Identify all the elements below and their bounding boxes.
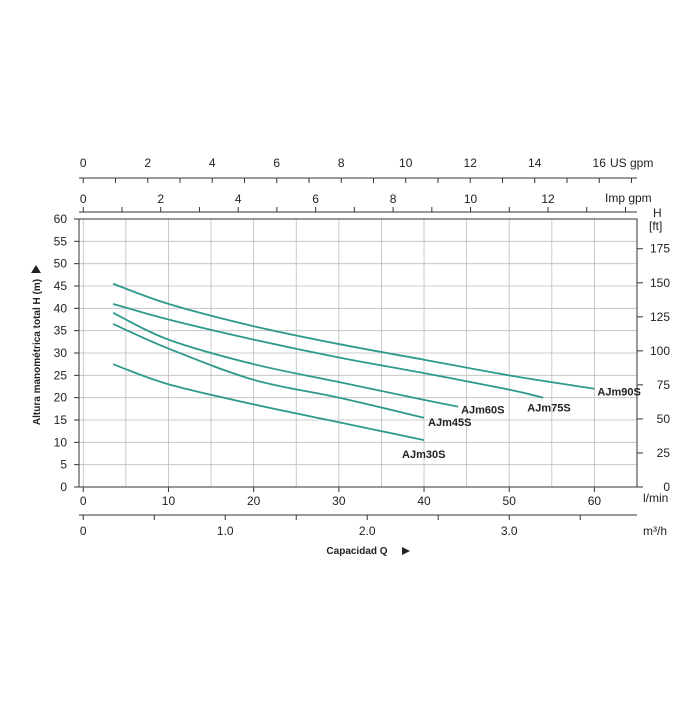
y-tick-label: 60	[54, 212, 68, 226]
series-layer	[112, 282, 595, 441]
ft-tick-label: 175	[650, 242, 670, 256]
axes-layer	[31, 177, 643, 555]
x-axis-unit-lmin: l/min	[643, 491, 668, 505]
ft-tick-label: 150	[650, 276, 670, 290]
us-gpm-tick-label: 0	[80, 156, 87, 170]
y-tick-label: 15	[54, 413, 68, 427]
y-tick-label: 50	[54, 257, 68, 271]
series-label-ajm60s: AJm60S	[461, 405, 504, 417]
imp-gpm-tick-label: 6	[312, 192, 319, 206]
imp-gpm-tick-label: 0	[80, 192, 87, 206]
x-tick-label: 50	[503, 494, 517, 508]
x-tick-label: 10	[162, 494, 176, 508]
x-axis-unit-imp-gpm: Imp gpm	[605, 191, 652, 205]
series-label-ajm90s: AJm90S	[597, 387, 640, 399]
y-tick-label: 20	[54, 391, 68, 405]
series-label-ajm75s: AJm75S	[527, 403, 570, 415]
ft-tick-label: 100	[650, 344, 670, 358]
us-gpm-tick-label: 2	[144, 156, 151, 170]
m3h-tick-label: 1.0	[217, 524, 234, 538]
x-tick-label: 60	[588, 494, 602, 508]
y-tick-label: 55	[54, 234, 68, 248]
text-layer: Altura manométrica total H (m) Capacidad…	[32, 156, 670, 557]
right-axis-unit-h: H	[653, 206, 662, 220]
y-tick-label: 25	[54, 368, 68, 382]
y-tick-label: 5	[60, 458, 67, 472]
y-axis-title: Altura manométrica total H (m)	[32, 279, 43, 425]
x-axis-title: Capacidad Q	[326, 546, 387, 557]
ft-tick-label: 25	[657, 446, 671, 460]
series-line-ajm75s	[112, 303, 544, 399]
m3h-tick-label: 0	[80, 524, 87, 538]
y-tick-label: 40	[54, 301, 68, 315]
imp-gpm-tick-label: 2	[157, 192, 164, 206]
us-gpm-tick-label: 12	[464, 156, 478, 170]
us-gpm-tick-label: 14	[528, 156, 542, 170]
imp-gpm-tick-label: 4	[235, 192, 242, 206]
ft-tick-label: 125	[650, 310, 670, 324]
m3h-tick-label: 2.0	[359, 524, 376, 538]
us-gpm-tick-label: 6	[273, 156, 280, 170]
series-line-ajm30s	[112, 363, 425, 441]
imp-gpm-tick-label: 10	[464, 192, 478, 206]
y-tick-label: 30	[54, 346, 68, 360]
x-title-arrow-icon	[402, 547, 410, 555]
imp-gpm-tick-label: 12	[541, 192, 555, 206]
us-gpm-tick-label: 8	[338, 156, 345, 170]
y-tick-label: 45	[54, 279, 68, 293]
ft-tick-label: 0	[663, 480, 670, 494]
m3h-tick-label: 3.0	[501, 524, 518, 538]
y-tick-label: 0	[60, 480, 67, 494]
us-gpm-tick-label: 10	[399, 156, 413, 170]
x-tick-label: 30	[332, 494, 346, 508]
series-label-ajm45s: AJm45S	[428, 417, 471, 429]
series-line-ajm90s	[112, 282, 595, 390]
right-axis-unit-ft: [ft]	[649, 219, 662, 233]
ft-tick-label: 50	[657, 412, 671, 426]
series-label-ajm30s: AJm30S	[402, 449, 445, 461]
series-line-ajm45s	[112, 323, 425, 419]
ft-tick-label: 75	[657, 378, 671, 392]
x-tick-label: 0	[80, 494, 87, 508]
series-line-ajm60s	[112, 311, 459, 408]
x-axis-unit-m3h: m³/h	[643, 524, 667, 538]
x-tick-label: 40	[417, 494, 431, 508]
us-gpm-tick-label: 4	[209, 156, 216, 170]
grid-layer	[79, 219, 637, 487]
imp-gpm-tick-label: 8	[390, 192, 397, 206]
y-tick-label: 10	[54, 435, 68, 449]
y-title-arrow-icon	[31, 265, 41, 273]
x-tick-label: 20	[247, 494, 261, 508]
x-axis-unit-us-gpm: US gpm	[610, 156, 653, 170]
y-tick-label: 35	[54, 324, 68, 338]
us-gpm-tick-label: 16	[593, 156, 607, 170]
